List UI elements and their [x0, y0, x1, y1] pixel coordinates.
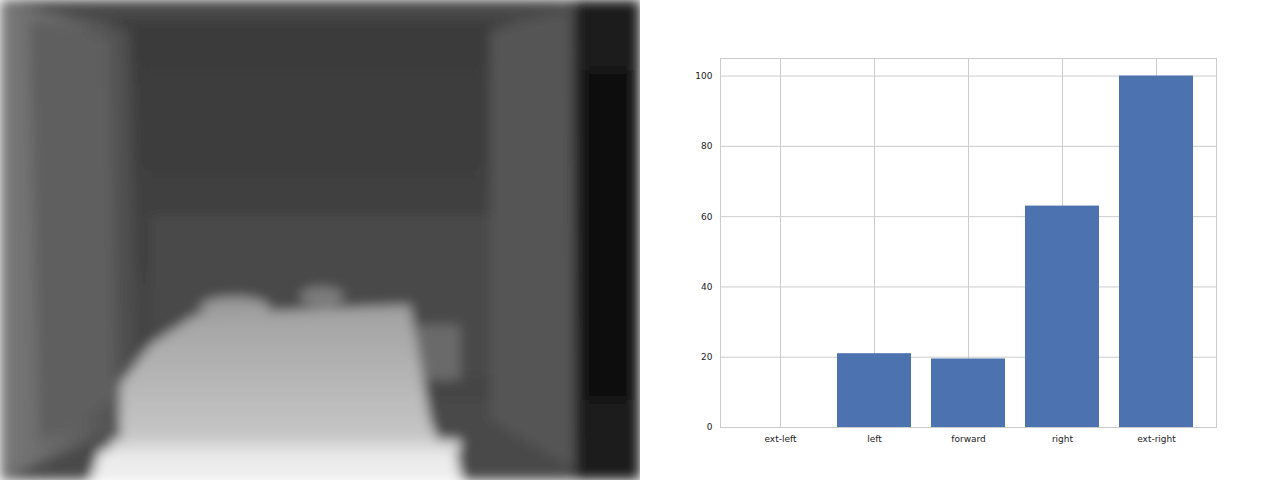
svg-text:60: 60 — [701, 212, 713, 222]
svg-text:left: left — [867, 434, 882, 444]
svg-text:100: 100 — [695, 71, 712, 81]
svg-text:forward: forward — [951, 434, 986, 444]
svg-text:ext-right: ext-right — [1137, 434, 1176, 444]
svg-text:0: 0 — [707, 422, 713, 432]
svg-text:ext-left: ext-left — [764, 434, 797, 444]
svg-text:80: 80 — [701, 141, 713, 151]
svg-text:right: right — [1052, 434, 1074, 444]
svg-text:40: 40 — [701, 282, 713, 292]
svg-text:20: 20 — [701, 352, 713, 362]
